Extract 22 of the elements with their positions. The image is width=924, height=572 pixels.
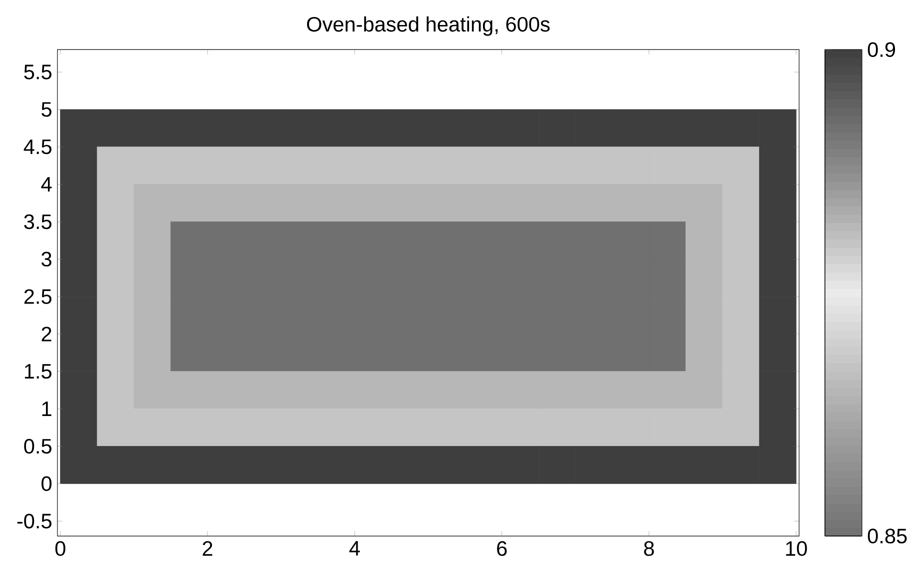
y-tick-label: 1: [42, 402, 52, 416]
x-tick-label: 10: [786, 541, 807, 556]
x-tick-label: 6: [497, 541, 507, 556]
y-tick-label: 1.5: [24, 364, 52, 379]
x-tick-label: 0: [55, 541, 66, 556]
color-bar-label: 0.9: [868, 42, 896, 57]
y-tick-label: 3: [42, 252, 52, 266]
y-tick-label: 5.5: [24, 64, 52, 80]
y-tick-label: 3.5: [24, 214, 52, 229]
y-tick-label: 0.5: [24, 438, 52, 454]
x-tick-label: 8: [644, 541, 654, 556]
color-bar-label: 0.85: [868, 528, 907, 544]
x-tick-label: 4: [349, 541, 360, 556]
y-tick-label: 2: [42, 326, 52, 342]
y-tick-label: 4: [41, 176, 52, 192]
y-tick-label: 2.5: [24, 289, 52, 304]
y-tick-label: 4.5: [24, 139, 52, 154]
x-tick-label: 2: [202, 541, 212, 556]
y-tick-label: 5: [42, 102, 52, 117]
y-tick-label: -0.5: [17, 514, 52, 528]
chart-title: Oven-based heating, 600s: [307, 16, 550, 36]
y-tick-label: 0: [42, 476, 52, 491]
